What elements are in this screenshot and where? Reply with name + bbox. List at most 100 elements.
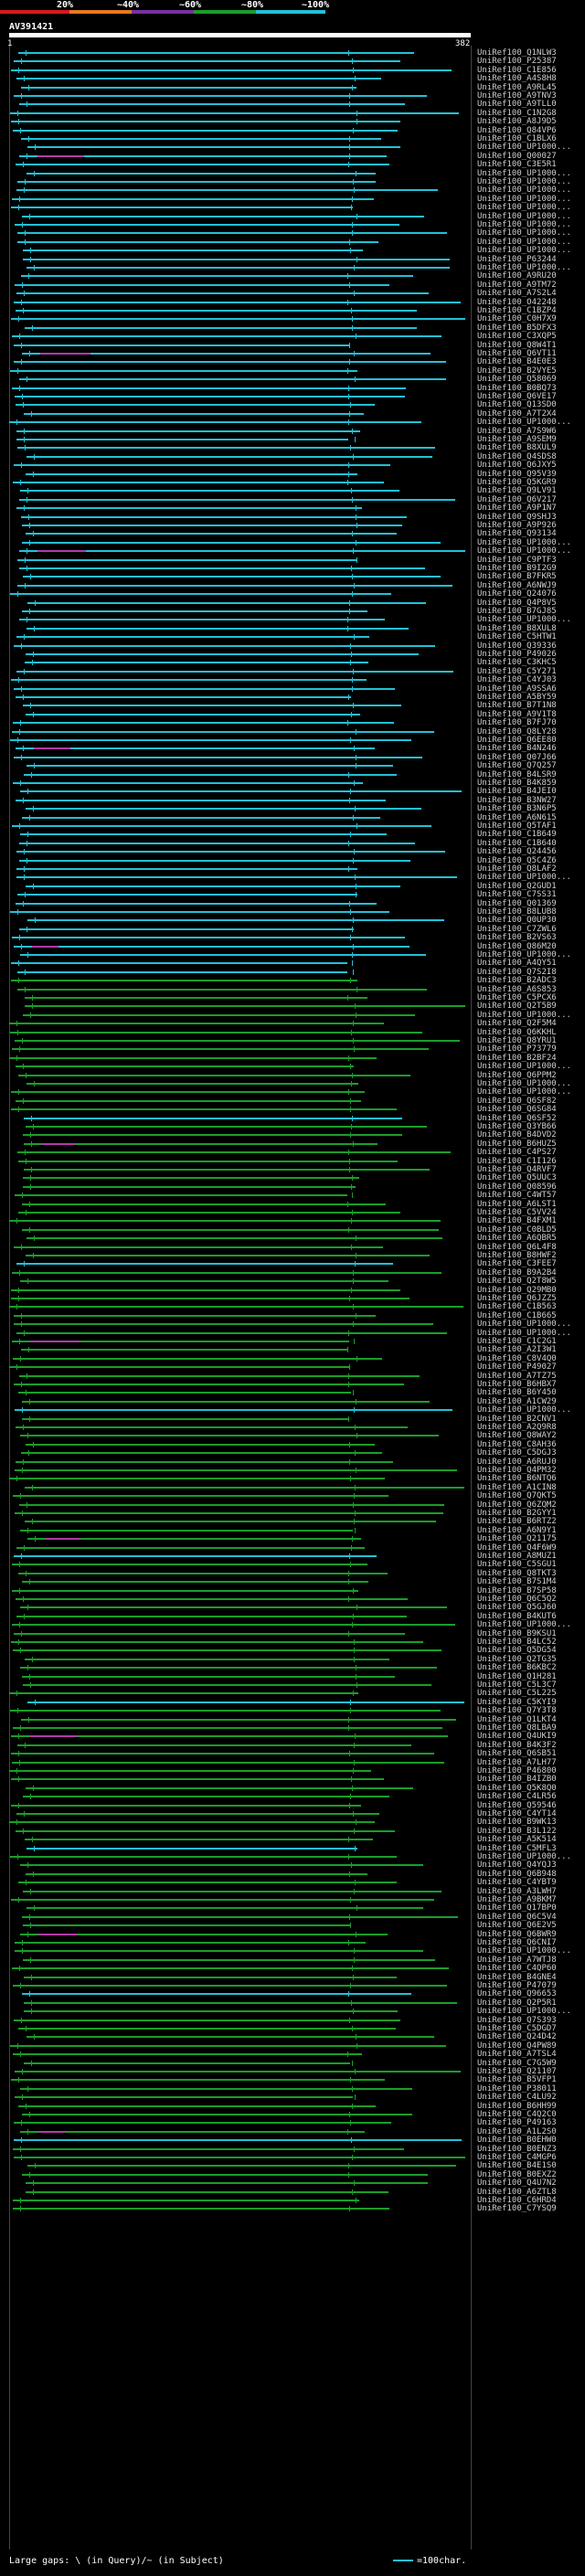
hit-label-link[interactable]: UniRef100_C9PTF3 (477, 556, 557, 565)
hit-label-link[interactable]: UniRef100_B6RTZ2 (477, 1517, 557, 1526)
hit-label-link[interactable]: UniRef100_B0EHW0 (477, 2136, 557, 2145)
hit-label-link[interactable]: UniRef100_C4MGP6 (477, 2153, 557, 2162)
hit-label-link[interactable]: UniRef100_B9KSU1 (477, 1629, 557, 1638)
hit-label-link[interactable]: UniRef100_Q4U7N2 (477, 2178, 557, 2188)
hit-label-link[interactable]: UniRef100_C4YT14 (477, 1809, 557, 1818)
hit-label-link[interactable]: UniRef100_B7T1N8 (477, 701, 557, 710)
hit-label-link[interactable]: UniRef100_C6HRD4 (477, 2196, 557, 2205)
hit-label-link[interactable]: UniRef100_A2Q9R8 (477, 1423, 557, 1432)
hit-label-link[interactable]: UniRef100_P49026 (477, 650, 557, 659)
hit-label-link[interactable]: UniRef100_Q4RVF7 (477, 1165, 557, 1174)
hit-label-link[interactable]: UniRef100_Q5UUC3 (477, 1173, 557, 1182)
hit-label-link[interactable]: UniRef100_C5Y271 (477, 667, 557, 676)
hit-label-link[interactable]: UniRef100_Q8WAY2 (477, 1431, 557, 1440)
hit-label-link[interactable]: UniRef100_UP1000... (477, 186, 571, 195)
hit-label-link[interactable]: UniRef100_UP1000... (477, 246, 571, 255)
hit-label-link[interactable]: UniRef100_A9P926 (477, 521, 557, 530)
hit-label-link[interactable]: UniRef100_Q6BWR9 (477, 1930, 557, 1939)
hit-label-link[interactable]: UniRef100_O42248 (477, 298, 557, 307)
hit-label-link[interactable]: UniRef100_C1I126 (477, 1157, 557, 1166)
hit-label-link[interactable]: UniRef100_C5L3C7 (477, 1680, 557, 1690)
hit-label-link[interactable]: UniRef100_Q17BP0 (477, 1903, 557, 1913)
hit-label-link[interactable]: UniRef100_Q4UKI9 (477, 1732, 557, 1741)
hit-label-link[interactable]: UniRef100_B4KUT6 (477, 1612, 557, 1621)
hit-label-link[interactable]: UniRef100_Q6SF82 (477, 1097, 557, 1106)
hit-label-link[interactable]: UniRef100_C1BLX6 (477, 134, 557, 143)
hit-label-link[interactable]: UniRef100_Q13SD0 (477, 400, 557, 409)
hit-label-link[interactable]: UniRef100_Q39336 (477, 641, 557, 651)
hit-label-link[interactable]: UniRef100_B4LC52 (477, 1638, 557, 1647)
hit-label-link[interactable]: UniRef100_B8XUL8 (477, 624, 557, 633)
hit-label-link[interactable]: UniRef100_A9TM72 (477, 281, 557, 290)
hit-label-link[interactable]: UniRef100_A1CIN8 (477, 1483, 557, 1492)
hit-label-link[interactable]: UniRef100_A1L2S0 (477, 2127, 557, 2136)
hit-label-link[interactable]: UniRef100_Q5TAF1 (477, 822, 557, 831)
hit-label-link[interactable]: UniRef100_Q6JXY5 (477, 461, 557, 470)
hit-label-link[interactable]: UniRef100_Q8W4T1 (477, 341, 557, 350)
hit-label-link[interactable]: UniRef100_Q6SG84 (477, 1105, 557, 1114)
hit-label-link[interactable]: UniRef100_B3NW27 (477, 796, 557, 805)
hit-label-link[interactable]: UniRef100_A5K514 (477, 1835, 557, 1844)
hit-label-link[interactable]: UniRef100_UP1000... (477, 228, 571, 238)
hit-label-link[interactable]: UniRef100_C5KYI9 (477, 1698, 557, 1707)
hit-label-link[interactable]: UniRef100_Q4PW89 (477, 2041, 557, 2051)
hit-label-link[interactable]: UniRef100_Q6VT11 (477, 349, 557, 358)
hit-label-link[interactable]: UniRef100_C1BZP4 (477, 306, 557, 315)
hit-label-link[interactable]: UniRef100_A9SSA6 (477, 684, 557, 694)
hit-label-link[interactable]: UniRef100_Q24076 (477, 589, 557, 599)
hit-label-link[interactable]: UniRef100_B3L122 (477, 1827, 557, 1836)
hit-label-link[interactable]: UniRef100_UP1000... (477, 2007, 571, 2016)
hit-label-link[interactable]: UniRef100_C5HTW1 (477, 632, 557, 641)
hit-label-link[interactable]: UniRef100_Q7QKT5 (477, 1491, 557, 1500)
hit-label-link[interactable]: UniRef100_B0ENZ3 (477, 2145, 557, 2154)
hit-label-link[interactable]: UniRef100_Q5KGR9 (477, 478, 557, 487)
hit-label-link[interactable]: UniRef100_A5BY59 (477, 693, 557, 702)
hit-label-link[interactable]: UniRef100_A7T2X4 (477, 409, 557, 419)
hit-label-link[interactable]: UniRef100_UP1000... (477, 1852, 571, 1861)
hit-label-link[interactable]: UniRef100_C3FEE7 (477, 1259, 557, 1268)
hit-label-link[interactable]: UniRef100_P49027 (477, 1362, 557, 1372)
hit-label-link[interactable]: UniRef100_Q24456 (477, 847, 557, 856)
hit-label-link[interactable]: UniRef100_A6N9Y1 (477, 1526, 557, 1535)
hit-label-link[interactable]: UniRef100_B9A2B4 (477, 1268, 557, 1277)
hit-label-link[interactable]: UniRef100_C4LR56 (477, 1792, 557, 1801)
hit-label-link[interactable]: UniRef100_UP1000... (477, 1405, 571, 1415)
hit-label-link[interactable]: UniRef100_A7S2L4 (477, 289, 557, 298)
hit-label-link[interactable]: UniRef100_Q01369 (477, 899, 557, 908)
hit-label-link[interactable]: UniRef100_B7SP58 (477, 1586, 557, 1595)
hit-label-link[interactable]: UniRef100_UP1000... (477, 220, 571, 229)
hit-label-link[interactable]: UniRef100_C7SS31 (477, 890, 557, 899)
hit-label-link[interactable]: UniRef100_Q2F5M4 (477, 1019, 557, 1028)
hit-label-link[interactable]: UniRef100_C3XQP5 (477, 332, 557, 341)
hit-label-link[interactable]: UniRef100_B8LUB8 (477, 907, 557, 917)
hit-label-link[interactable]: UniRef100_B4IZB0 (477, 1775, 557, 1784)
hit-label-link[interactable]: UniRef100_Q6PPM2 (477, 1071, 557, 1080)
hit-label-link[interactable]: UniRef100_Q96653 (477, 1989, 557, 1998)
hit-label-link[interactable]: UniRef100_Q5GJ60 (477, 1603, 557, 1612)
hit-label-link[interactable]: UniRef100_UP1000... (477, 538, 571, 547)
hit-label-link[interactable]: UniRef100_Q00027 (477, 152, 557, 161)
hit-label-link[interactable]: UniRef100_C4PS27 (477, 1148, 557, 1157)
hit-label-link[interactable]: UniRef100_B7FJ70 (477, 718, 557, 727)
hit-label-link[interactable]: UniRef100_Q6SB51 (477, 1749, 557, 1758)
hit-label-link[interactable]: UniRef100_Q8LY28 (477, 727, 557, 737)
hit-label-link[interactable]: UniRef100_Q58069 (477, 375, 557, 384)
hit-label-link[interactable]: UniRef100_C4YJ03 (477, 675, 557, 684)
hit-label-link[interactable]: UniRef100_UP1000... (477, 195, 571, 204)
hit-label-link[interactable]: UniRef100_C8V4Q0 (477, 1354, 557, 1363)
hit-label-link[interactable]: UniRef100_Q6L4F8 (477, 1243, 557, 1252)
hit-label-link[interactable]: UniRef100_Q08596 (477, 1182, 557, 1192)
hit-label-link[interactable]: UniRef100_B4JEI0 (477, 787, 557, 796)
hit-label-link[interactable]: UniRef100_Q2P5R1 (477, 1998, 557, 2008)
hit-label-link[interactable]: UniRef100_A6ZTL8 (477, 2188, 557, 2197)
hit-label-link[interactable]: UniRef100_C1C2G1 (477, 1337, 557, 1346)
hit-label-link[interactable]: UniRef100_C4LU92 (477, 2093, 557, 2102)
hit-label-link[interactable]: UniRef100_UP1000... (477, 1620, 571, 1629)
hit-label-link[interactable]: UniRef100_C5PCX6 (477, 993, 557, 1002)
hit-label-link[interactable]: UniRef100_Q8LBA9 (477, 1723, 557, 1733)
hit-label-link[interactable]: UniRef100_A9V1T8 (477, 710, 557, 719)
hit-label-link[interactable]: UniRef100_A7TZ75 (477, 1372, 557, 1381)
hit-label-link[interactable]: UniRef100_Q6E2V5 (477, 1921, 557, 1930)
hit-label-link[interactable]: UniRef100_Q1NLW3 (477, 48, 557, 58)
hit-label-link[interactable]: UniRef100_C7ZWL6 (477, 925, 557, 934)
